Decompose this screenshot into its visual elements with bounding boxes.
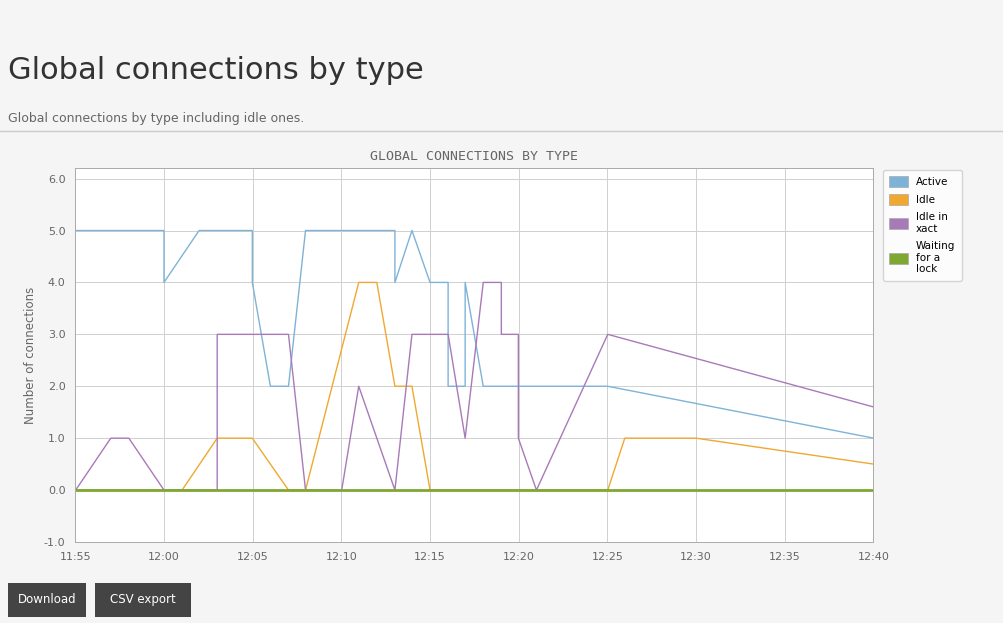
Text: Global connections by type: Global connections by type [8,56,423,85]
Text: Global connections by type including idle ones.: Global connections by type including idl… [8,112,304,125]
Y-axis label: Number of connections: Number of connections [24,287,37,424]
Text: CSV export: CSV export [110,593,176,606]
Legend: Active, Idle, Idle in
xact, Waiting
for a
lock: Active, Idle, Idle in xact, Waiting for … [882,169,961,280]
Text: Download: Download [18,593,76,606]
Title: GLOBAL CONNECTIONS BY TYPE: GLOBAL CONNECTIONS BY TYPE [370,150,578,163]
